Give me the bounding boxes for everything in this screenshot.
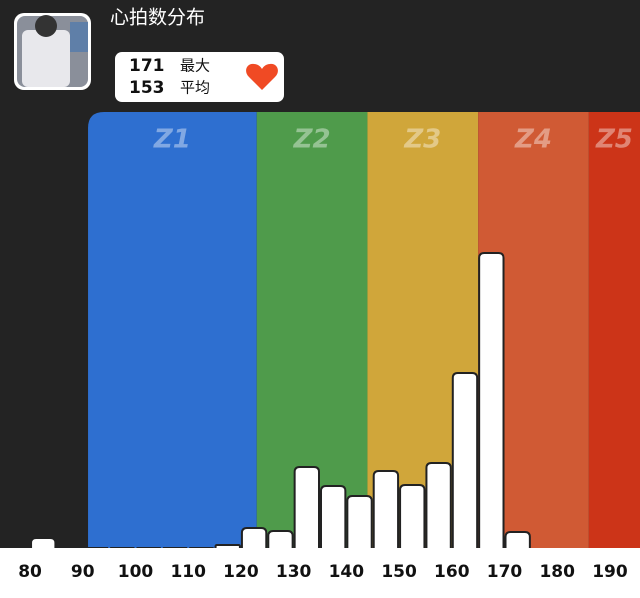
zone-label: Z4 [514, 125, 552, 155]
bar [214, 544, 241, 548]
x-tick-label: 150 [381, 562, 417, 582]
stats-box [115, 52, 284, 102]
bar [30, 537, 57, 548]
zone-band [588, 112, 640, 548]
axis-area [0, 548, 640, 598]
zone-band [88, 112, 257, 548]
bar [240, 527, 268, 548]
bar [320, 485, 347, 548]
bar [451, 372, 479, 548]
x-tick-label: 180 [539, 562, 575, 582]
stat-value: 153 [129, 78, 165, 98]
x-tick-label: 140 [329, 562, 365, 582]
bar [293, 466, 320, 548]
stat-value: 171 [129, 56, 165, 76]
avatar [14, 13, 91, 90]
bar [399, 484, 426, 548]
bar [425, 462, 452, 548]
heart-icon [246, 63, 278, 90]
x-tick-label: 160 [434, 562, 470, 582]
x-tick-label: 80 [18, 562, 42, 582]
x-tick-label: 130 [276, 562, 312, 582]
x-tick-label: 190 [592, 562, 628, 582]
x-tick-label: 110 [170, 562, 206, 582]
zone-label: Z1 [153, 125, 191, 155]
stat-label: 最大 [180, 57, 210, 75]
bar [346, 495, 373, 548]
bar [267, 530, 294, 548]
zone-label: Z2 [293, 125, 331, 155]
bar [478, 252, 505, 548]
bar [372, 470, 400, 548]
zone-label: Z3 [403, 125, 441, 155]
zone-label: Z5 [595, 125, 633, 155]
bar [504, 531, 531, 548]
x-tick-label: 170 [487, 562, 523, 582]
title: 心拍数分布 [110, 7, 205, 29]
stat-label: 平均 [180, 79, 210, 97]
x-tick-label: 90 [71, 562, 95, 582]
x-tick-label: 120 [223, 562, 259, 582]
x-tick-label: 100 [118, 562, 154, 582]
